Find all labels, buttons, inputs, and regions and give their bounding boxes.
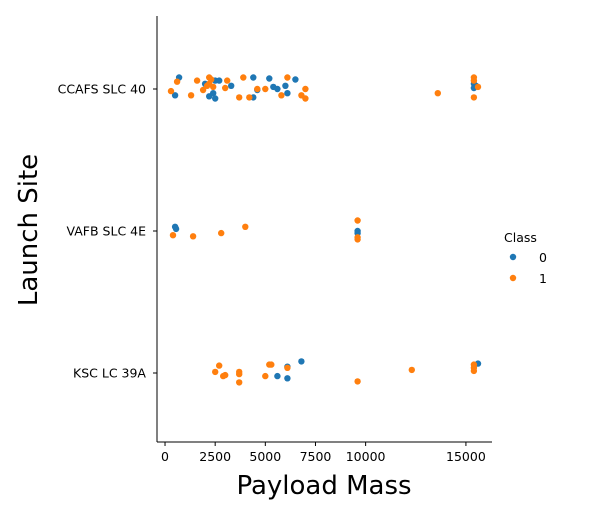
legend-marker-class-0	[509, 253, 517, 261]
data-point-class-1	[262, 372, 269, 380]
data-point-class-1	[203, 82, 211, 90]
data-point-class-1	[236, 370, 243, 378]
data-point-class-1	[354, 236, 361, 243]
data-point-class-1	[199, 86, 207, 94]
data-point-class-1	[218, 229, 225, 237]
x-tick-label: 2500	[199, 449, 231, 464]
data-point-class-1	[236, 94, 243, 101]
x-tick-label: 5000	[249, 449, 281, 464]
data-point-class-0	[216, 77, 223, 84]
data-point-class-1	[284, 364, 291, 371]
data-point-class-0	[172, 225, 180, 233]
y-tick-label: KSC LC 39A	[73, 366, 146, 381]
data-point-class-1	[302, 85, 309, 93]
data-point-class-0	[298, 358, 305, 365]
y-axis: CCAFS SLC 40 VAFB SLC 4E KSC LC 39A	[58, 16, 158, 442]
data-point-class-1	[187, 92, 195, 99]
data-point-class-0	[228, 82, 235, 90]
y-tick-label: CCAFS SLC 40	[58, 82, 146, 97]
data-point-class-1	[216, 362, 223, 369]
data-point-class-1	[278, 92, 285, 99]
y-tick-label: VAFB SLC 4E	[67, 224, 147, 239]
data-point-class-0	[210, 90, 217, 97]
data-point-class-0	[282, 82, 289, 90]
y-axis-label: Launch Site	[14, 154, 44, 306]
data-point-class-1	[262, 85, 269, 93]
legend-label-class-0: 0	[539, 250, 547, 265]
data-point-class-1	[210, 83, 217, 91]
data-point-class-1	[302, 95, 309, 102]
data-point-class-1	[354, 217, 361, 224]
data-point-class-1	[246, 94, 253, 101]
x-tick-label: 10000	[346, 449, 386, 464]
data-point-class-0	[266, 75, 273, 82]
data-point-class-1	[169, 232, 177, 239]
x-tick-label: 15000	[446, 449, 486, 464]
data-point-class-1	[220, 372, 227, 380]
data-point-class-1	[470, 94, 478, 101]
data-point-class-1	[470, 367, 478, 375]
data-point-class-1	[470, 77, 478, 84]
data-point-class-0	[284, 90, 291, 97]
data-point-class-1	[167, 87, 175, 95]
legend-marker-class-1	[509, 274, 517, 282]
legend-title: Class	[504, 230, 537, 245]
data-point-class-1	[434, 90, 441, 97]
data-point-class-1	[268, 361, 275, 368]
data-point-class-0	[284, 375, 291, 382]
legend-label-class-1: 1	[539, 271, 547, 286]
x-tick-label: 7500	[300, 449, 332, 464]
data-point-class-1	[242, 223, 249, 230]
data-point-class-1	[408, 366, 415, 374]
data-point-class-0	[212, 95, 219, 102]
x-tick-label: 0	[161, 449, 169, 464]
data-point-class-0	[274, 372, 281, 380]
legend: Class 0 1	[504, 230, 547, 286]
data-point-class-1	[193, 77, 201, 84]
data-point-class-1	[236, 379, 243, 386]
data-point-class-0	[250, 74, 257, 81]
data-point-class-0	[274, 85, 281, 93]
data-point-class-0	[171, 92, 179, 99]
data-point-class-1	[474, 83, 482, 91]
plot-area	[167, 74, 482, 386]
data-point-class-1	[240, 74, 247, 81]
data-point-class-1	[284, 74, 291, 81]
x-axis-label: Payload Mass	[236, 471, 411, 501]
data-point-class-1	[224, 77, 231, 84]
data-point-class-1	[212, 368, 219, 376]
data-point-class-1	[254, 85, 261, 93]
data-point-class-1	[222, 84, 229, 92]
data-point-class-1	[173, 78, 181, 85]
data-point-class-1	[189, 233, 197, 240]
data-point-class-1	[354, 378, 361, 385]
data-point-class-0	[292, 76, 299, 83]
x-axis: 0 2500 5000 7500 10000 15000	[157, 441, 492, 464]
